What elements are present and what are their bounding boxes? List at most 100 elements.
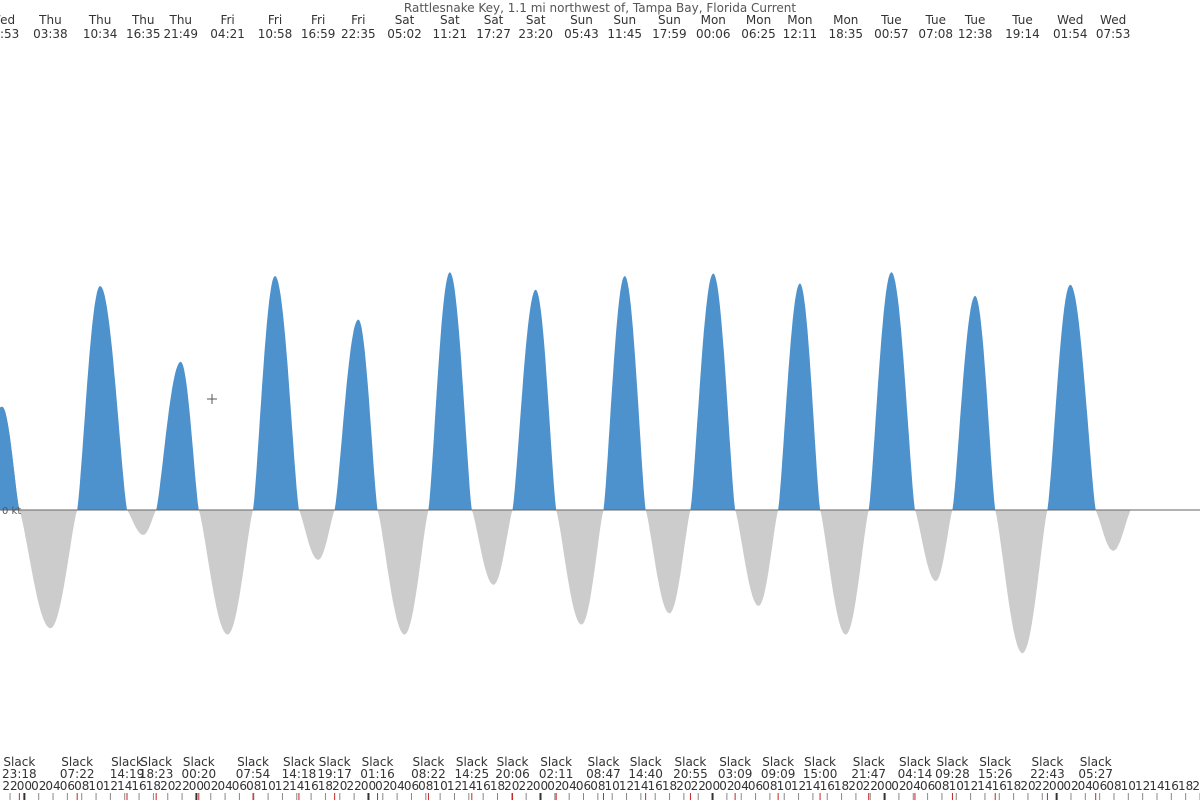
- current-area: [127, 510, 157, 535]
- slack-label: Slack: [413, 755, 445, 769]
- hour-label: 16: [476, 779, 491, 793]
- slack-time-label: 09:28: [935, 767, 970, 781]
- hour-label: 00: [1049, 779, 1064, 793]
- slack-time-label: 21:47: [851, 767, 886, 781]
- hour-label: 02: [203, 779, 218, 793]
- current-area: [198, 510, 253, 635]
- hour-label: 20: [848, 779, 863, 793]
- hour-label: 04: [217, 779, 232, 793]
- hour-label: 02: [375, 779, 390, 793]
- hour-label: 02: [547, 779, 562, 793]
- slack-label: Slack: [140, 755, 172, 769]
- peak-day-label: Mon: [787, 13, 812, 27]
- hour-label: 00: [17, 779, 32, 793]
- peak-time-label: 23:20: [518, 27, 553, 41]
- slack-label: Slack: [588, 755, 620, 769]
- hour-label: 18: [834, 779, 849, 793]
- current-area: [19, 510, 78, 629]
- current-area: [690, 273, 736, 510]
- hour-label: 14: [633, 779, 648, 793]
- current-area: [952, 295, 996, 510]
- hour-label: 12: [447, 779, 462, 793]
- slack-label: Slack: [630, 755, 662, 769]
- hour-label: 02: [891, 779, 906, 793]
- slack-label: Slack: [979, 755, 1011, 769]
- peak-day-label: Thu: [131, 13, 155, 27]
- hour-label: 06: [232, 779, 247, 793]
- hour-label: 00: [189, 779, 204, 793]
- hour-label: 18: [1006, 779, 1021, 793]
- hour-label: 06: [404, 779, 419, 793]
- hour-label: 14: [1149, 779, 1164, 793]
- hour-label: 08: [762, 779, 777, 793]
- hour-label: 06: [748, 779, 763, 793]
- peak-day-label: Mon: [833, 13, 858, 27]
- hour-label: 18: [490, 779, 505, 793]
- peak-time-labels: Wed20:53Thu03:38Thu10:34Thu16:35Thu21:49…: [0, 13, 1130, 41]
- current-area: [253, 276, 299, 510]
- hour-label: 04: [562, 779, 577, 793]
- peak-day-label: Thu: [88, 13, 112, 27]
- hour-label: 16: [820, 779, 835, 793]
- hour-label: 08: [418, 779, 433, 793]
- hour-label: 06: [576, 779, 591, 793]
- slack-time-label: 20:06: [495, 767, 530, 781]
- hour-label: 12: [275, 779, 290, 793]
- hour-label: 04: [389, 779, 404, 793]
- current-area: [645, 510, 691, 614]
- slack-label: Slack: [497, 755, 529, 769]
- slack-time-label: 09:09: [761, 767, 796, 781]
- slack-label: Slack: [3, 755, 35, 769]
- peak-time-label: 16:35: [126, 27, 161, 41]
- current-area: [77, 286, 127, 510]
- slack-time-label: 14:40: [628, 767, 663, 781]
- slack-label: Slack: [183, 755, 215, 769]
- peak-time-label: 00:57: [874, 27, 909, 41]
- hour-label: 10: [949, 779, 964, 793]
- hour-label: 12: [1135, 779, 1150, 793]
- current-areas: [0, 272, 1200, 654]
- hour-label: 04: [734, 779, 749, 793]
- slack-time-label: 08:22: [411, 767, 446, 781]
- slack-time-label: 22:43: [1030, 767, 1065, 781]
- hour-label: 08: [934, 779, 949, 793]
- slack-label: Slack: [111, 755, 143, 769]
- hour-label: 10: [260, 779, 275, 793]
- hour-label: 06: [1092, 779, 1107, 793]
- peak-time-label: 17:27: [476, 27, 511, 41]
- current-area: [820, 510, 869, 635]
- slack-time-label: 05:27: [1078, 767, 1113, 781]
- peak-day-label: Sat: [440, 13, 460, 27]
- slack-time-label: 15:26: [978, 767, 1013, 781]
- peak-time-label: 12:11: [783, 27, 818, 41]
- slack-time-label: 19:17: [317, 767, 352, 781]
- hour-label: 14: [117, 779, 132, 793]
- slack-time-label: 15:00: [803, 767, 838, 781]
- current-area: [995, 510, 1048, 654]
- current-area: [471, 510, 513, 585]
- peak-day-label: Tue: [880, 13, 902, 27]
- peak-day-label: Wed: [1057, 13, 1083, 27]
- current-area: [0, 406, 20, 510]
- current-area: [156, 361, 199, 510]
- peak-time-label: 22:35: [341, 27, 376, 41]
- hour-label: 12: [791, 779, 806, 793]
- peak-time-label: 01:54: [1053, 27, 1088, 41]
- hour-label: 02: [31, 779, 46, 793]
- peak-time-label: 05:43: [564, 27, 599, 41]
- hour-label: 22: [691, 779, 706, 793]
- current-area: [377, 510, 429, 635]
- hour-label: 04: [45, 779, 60, 793]
- hour-label: 14: [461, 779, 476, 793]
- slack-time-label: 03:09: [718, 767, 753, 781]
- peak-day-label: Sat: [526, 13, 546, 27]
- hour-label: 02: [719, 779, 734, 793]
- hour-label: 20: [332, 779, 347, 793]
- hour-label: 08: [590, 779, 605, 793]
- slack-time-label: 02:11: [539, 767, 574, 781]
- hour-label: 20: [160, 779, 175, 793]
- peak-day-label: Wed: [1100, 13, 1126, 27]
- peak-day-label: Tue: [924, 13, 946, 27]
- hour-label: 06: [920, 779, 935, 793]
- hour-label: 12: [619, 779, 634, 793]
